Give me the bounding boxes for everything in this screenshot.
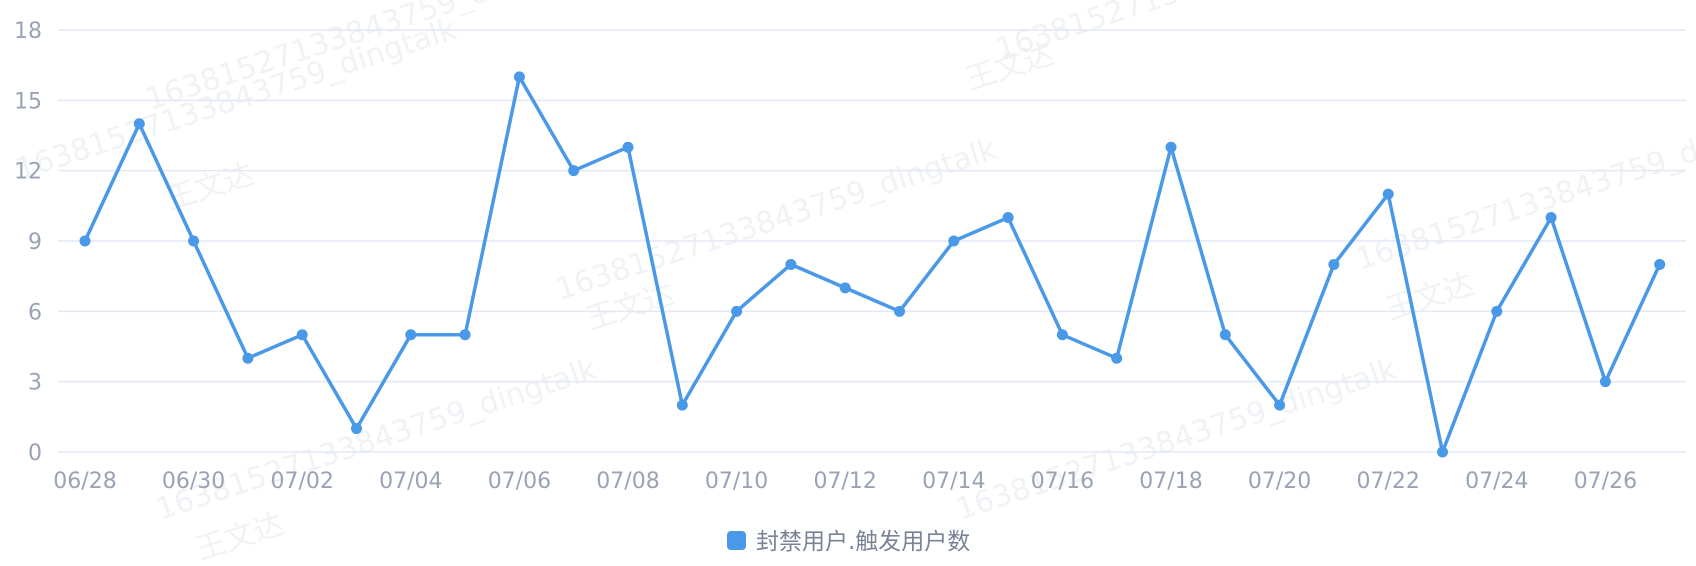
y-tick-label: 6 (28, 300, 42, 325)
data-point[interactable] (1599, 376, 1611, 388)
watermark-text: 16381527133843759_dingtalk (992, 0, 1442, 68)
x-tick-label: 06/30 (162, 469, 225, 494)
x-tick-label: 07/04 (379, 469, 442, 494)
data-point[interactable] (1545, 212, 1557, 224)
data-point[interactable] (731, 305, 743, 317)
series-layer (79, 71, 1666, 458)
watermark-text: 16381527133843759_dingtalk (552, 132, 1002, 308)
data-point[interactable] (676, 399, 688, 411)
data-point[interactable] (351, 423, 362, 435)
y-axis-ticks: 0 3 6 9 12 15 18 (14, 19, 42, 466)
data-point[interactable] (1165, 141, 1177, 153)
x-tick-label: 07/22 (1356, 469, 1419, 494)
watermark-text: 王文达 (162, 157, 258, 218)
data-point[interactable] (1437, 446, 1448, 458)
watermark-text: 王文达 (192, 507, 288, 566)
watermark-text: 王文达 (1382, 267, 1478, 328)
legend-label[interactable]: 封禁用户.触发用户数 (756, 529, 970, 555)
x-tick-label: 07/26 (1574, 469, 1637, 494)
data-point[interactable] (1219, 329, 1231, 341)
x-tick-label: 07/14 (922, 469, 985, 494)
data-point[interactable] (1654, 258, 1666, 270)
x-axis-ticks: 06/28 06/30 07/02 07/04 07/06 07/08 07/10 07/12… (53, 469, 1637, 494)
data-point[interactable] (785, 258, 797, 270)
x-tick-label: 07/06 (488, 469, 551, 494)
y-tick-label: 0 (28, 441, 42, 466)
x-tick-label: 07/20 (1248, 469, 1311, 494)
series-line (83, 75, 1662, 454)
data-point[interactable] (513, 71, 525, 83)
x-tick-label: 07/02 (270, 469, 333, 494)
data-point[interactable] (296, 329, 308, 341)
y-tick-label: 15 (14, 89, 42, 114)
data-point[interactable] (79, 235, 91, 247)
legend[interactable]: 封禁用户.触发用户数 (727, 529, 970, 555)
y-tick-label: 18 (14, 19, 42, 44)
data-point[interactable] (1382, 188, 1394, 200)
y-tick-label: 9 (28, 230, 42, 255)
data-point[interactable] (568, 165, 580, 177)
data-point[interactable] (1111, 352, 1123, 364)
data-point[interactable] (133, 118, 145, 130)
data-point[interactable] (1328, 258, 1340, 270)
x-tick-label: 07/08 (596, 469, 659, 494)
x-tick-label: 07/12 (813, 469, 876, 494)
data-point[interactable] (1056, 329, 1068, 341)
data-point[interactable] (1274, 399, 1286, 411)
x-tick-label: 07/24 (1465, 469, 1528, 494)
x-tick-label: 07/16 (1031, 469, 1094, 494)
y-tick-label: 12 (14, 160, 42, 185)
watermark-text: 16381527133843759_dingtalk (1352, 102, 1696, 278)
data-point[interactable] (622, 141, 634, 153)
y-tick-label: 3 (28, 371, 42, 396)
data-point[interactable] (188, 235, 200, 247)
data-point[interactable] (839, 282, 851, 294)
data-point[interactable] (405, 329, 417, 341)
x-tick-label: 06/28 (53, 469, 116, 494)
watermark-text: 16381527133843759_dingtalk (952, 352, 1402, 528)
legend-swatch[interactable] (727, 531, 746, 550)
data-point[interactable] (459, 329, 471, 341)
data-point[interactable] (948, 235, 960, 247)
x-tick-label: 07/18 (1139, 469, 1202, 494)
data-point[interactable] (242, 352, 254, 364)
x-tick-label: 07/10 (705, 469, 768, 494)
data-point[interactable] (894, 305, 905, 317)
data-point[interactable] (1491, 305, 1503, 317)
watermark-text: 16381527133843759_dingtalk (152, 352, 602, 528)
data-point[interactable] (1002, 212, 1014, 224)
